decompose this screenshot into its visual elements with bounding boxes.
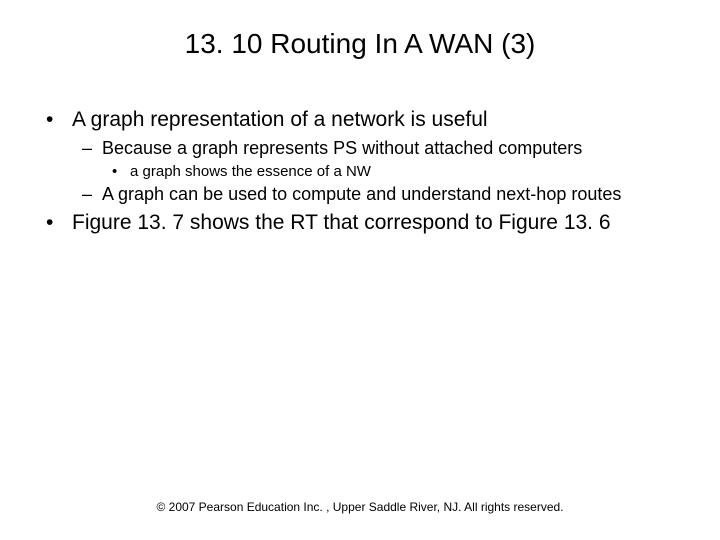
bullet-list: • a graph shows the essence of a NW — [112, 163, 680, 180]
bullet-list: • A graph representation of a network is… — [46, 108, 680, 235]
list-item: • Figure 13. 7 shows the RT that corresp… — [46, 211, 680, 235]
list-item-text: a graph shows the essence of a NW — [130, 163, 371, 180]
list-item: – Because a graph represents PS without … — [82, 138, 680, 180]
bullet-list: – Because a graph represents PS without … — [82, 138, 680, 205]
dash-icon: – — [82, 184, 102, 205]
slide: 13. 10 Routing In A WAN (3) • A graph re… — [0, 0, 720, 540]
bullet-icon: • — [46, 211, 72, 235]
list-item-text: Figure 13. 7 shows the RT that correspon… — [72, 211, 611, 235]
bullet-icon: • — [46, 108, 72, 132]
dash-icon: – — [82, 138, 102, 159]
slide-title: 13. 10 Routing In A WAN (3) — [40, 28, 680, 60]
list-item-text: Because a graph represents PS without at… — [102, 138, 582, 159]
bullet-icon: • — [112, 163, 130, 180]
footer-copyright: © 2007 Pearson Education Inc. , Upper Sa… — [0, 500, 720, 514]
list-item: – A graph can be used to compute and und… — [82, 184, 680, 205]
list-item-text: A graph can be used to compute and under… — [102, 184, 621, 205]
list-item: • a graph shows the essence of a NW — [112, 163, 680, 180]
list-item: • A graph representation of a network is… — [46, 108, 680, 205]
list-item-text: A graph representation of a network is u… — [72, 108, 488, 132]
